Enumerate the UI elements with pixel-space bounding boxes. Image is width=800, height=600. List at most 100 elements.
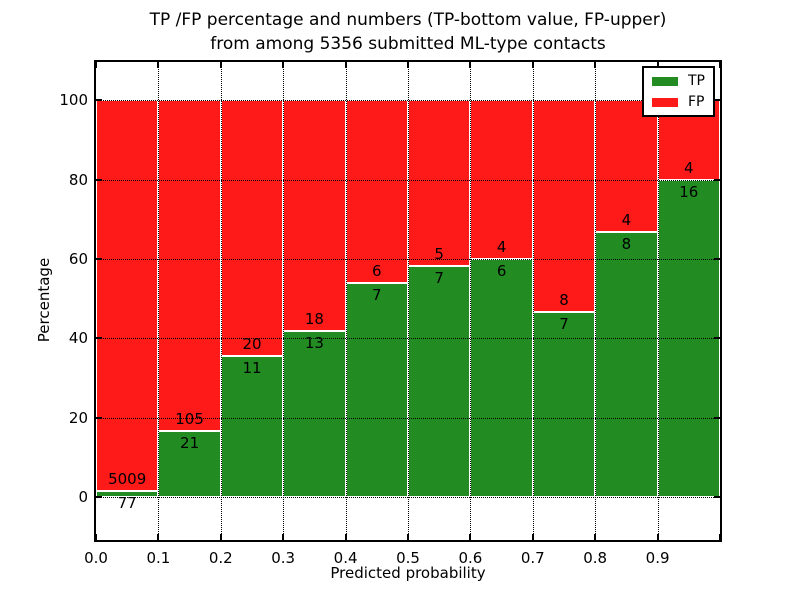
bar-value-label-tp: 7 [559, 314, 569, 333]
bar-value-label-fp: 4 [621, 211, 632, 230]
tick-mark [96, 257, 102, 260]
bar-fp-segment [408, 100, 471, 266]
tick-mark [219, 62, 222, 68]
bar-value-label-tp: 16 [679, 182, 699, 201]
bar-tp-segment [532, 311, 596, 498]
tick-mark [714, 337, 720, 340]
bar-fp-segment [158, 100, 221, 431]
legend: TP FP [642, 66, 715, 117]
bar-fp-segment [345, 100, 408, 284]
bar-tp-segment [408, 265, 471, 498]
bar-value-label-fp: 5 [434, 244, 444, 263]
tick-mark [714, 178, 720, 181]
legend-label: FP [688, 94, 705, 110]
tick-mark [344, 62, 347, 68]
bar-tp-segment [96, 491, 159, 498]
bar-value-label-fp: 105 [175, 409, 204, 428]
tick-mark [656, 62, 659, 68]
bar-fp-segment [96, 100, 159, 492]
tick-mark [282, 62, 285, 68]
bar-fp-segment [283, 100, 346, 331]
tick-mark [96, 337, 102, 340]
gridline-vertical [657, 62, 659, 540]
bar-value-label-tp: 21 [180, 433, 200, 452]
gridline-vertical [470, 62, 472, 540]
chart-title-line2: from among 5356 submitted ML-type contac… [210, 34, 606, 54]
x-tick-label: 0.2 [208, 549, 233, 567]
tick-mark [719, 534, 721, 540]
bar-tp-segment [595, 232, 658, 498]
bar-value-label-tp: 6 [496, 261, 507, 280]
y-tick-label: 100 [59, 91, 88, 110]
tick-mark [714, 496, 720, 499]
tick-mark [656, 534, 659, 540]
legend-swatch-tp [652, 76, 678, 86]
tick-mark [531, 62, 534, 68]
tick-mark [469, 62, 472, 68]
legend-swatch-fp [652, 97, 678, 107]
tick-mark [407, 534, 409, 540]
tick-mark [96, 496, 102, 499]
tick-mark [95, 534, 97, 540]
gridline-vertical [220, 62, 222, 540]
gridline-vertical [595, 62, 597, 540]
x-tick-label: 0.1 [146, 549, 171, 567]
bar-fp-segment [532, 100, 596, 312]
legend-item-fp: FP [652, 94, 705, 110]
x-tick-label: 0.9 [645, 549, 670, 567]
tick-mark [282, 534, 285, 540]
bar-tp-segment [220, 356, 284, 498]
tick-mark [469, 534, 472, 540]
tick-mark [714, 416, 720, 419]
bar-fp-segment [220, 100, 284, 357]
tick-mark [714, 99, 720, 102]
legend-label: TP [688, 73, 705, 89]
bar-value-label-tp: 8 [621, 235, 632, 254]
x-axis-label: Predicted probability [330, 564, 486, 582]
bar-value-label-fp: 4 [684, 158, 694, 177]
bar-value-label-fp: 5009 [108, 470, 147, 489]
plot-area: TP FP 5009 77 105 21 20 11 18 13 6 7 5 7 4 6 8 7 4 8 4 16 [94, 60, 722, 542]
bar-tp-segment [345, 283, 408, 498]
gridline-vertical [345, 62, 347, 540]
bar-value-label-tp: 77 [117, 494, 137, 513]
tick-mark [96, 99, 102, 102]
tick-mark [714, 257, 720, 260]
y-tick-label: 20 [68, 408, 88, 427]
x-tick-label: 0.7 [520, 549, 545, 567]
y-tick-label: 40 [68, 329, 88, 348]
y-tick-label: 80 [68, 170, 88, 189]
x-tick-label: 0.8 [583, 549, 608, 567]
tick-mark [96, 416, 102, 419]
gridline-vertical [283, 62, 285, 540]
tick-mark [219, 534, 222, 540]
tick-mark [719, 62, 721, 68]
bar-tp-segment [158, 430, 221, 498]
bar-value-label-tp: 11 [242, 359, 262, 378]
tick-mark [344, 534, 347, 540]
x-tick-label: 0.4 [333, 549, 358, 567]
bar-value-label-fp: 18 [304, 309, 324, 328]
tick-mark [157, 62, 160, 68]
tick-mark [594, 534, 597, 540]
tick-mark [594, 62, 597, 68]
legend-item-tp: TP [652, 73, 705, 89]
bar-tp-segment [470, 258, 533, 498]
gridline-vertical [408, 62, 409, 540]
tick-mark [531, 534, 534, 540]
bar-value-label-fp: 20 [242, 335, 262, 354]
bar-value-label-fp: 4 [496, 237, 507, 256]
x-tick-label: 0.5 [396, 549, 420, 567]
bar-value-label-fp: 8 [559, 290, 569, 309]
chart-title: TP /FP percentage and numbers (TP-bottom… [100, 8, 716, 56]
x-tick-label: 0.0 [84, 549, 108, 567]
gridline-vertical [532, 62, 534, 540]
bar-value-label-tp: 7 [434, 268, 444, 287]
tick-mark [95, 62, 97, 68]
bar-tp-segment [283, 330, 346, 498]
bar-value-label-tp: 13 [304, 333, 324, 352]
y-tick-label: 60 [68, 249, 88, 268]
x-tick-label: 0.6 [458, 549, 483, 567]
tick-mark [407, 62, 409, 68]
